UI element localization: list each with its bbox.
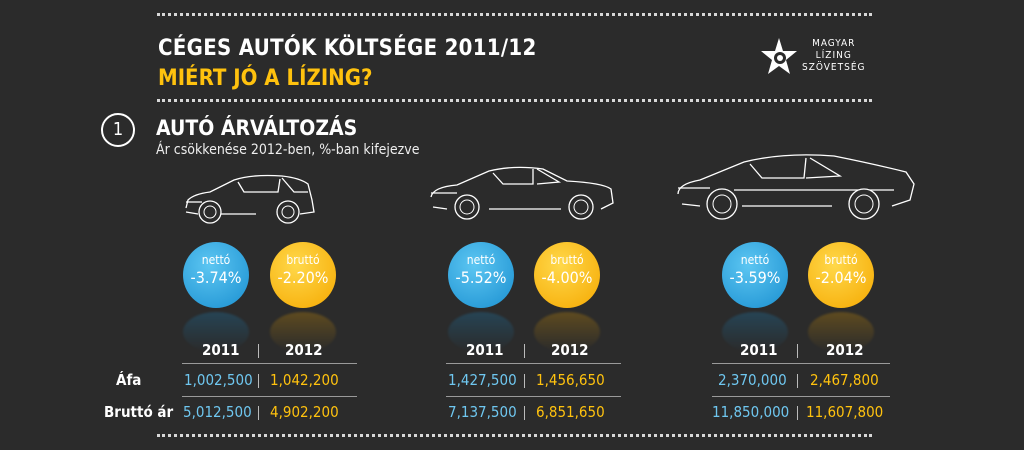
column-separator: [797, 406, 798, 420]
table-header-rule: [712, 363, 890, 364]
afa-2011-value: 1,002,500: [184, 371, 253, 389]
brutto-reflection: [808, 312, 874, 352]
netto-value: -3.59%: [729, 268, 781, 287]
magyar-lizing-szovetseg-logo: MAGYAR LÍZING SZÖVETSÉG: [756, 36, 876, 80]
year-2011-header: 2011: [202, 341, 240, 359]
logo-star-icon: [761, 38, 797, 74]
brutto-label: bruttó: [550, 253, 584, 267]
year-2012-header: 2012: [826, 341, 864, 359]
brutto-value: -2.20%: [277, 268, 329, 287]
afa-2011-value: 1,427,500: [448, 371, 517, 389]
year-2011-header: 2011: [466, 341, 504, 359]
brutto-2012-value: 6,851,650: [536, 403, 605, 421]
afa-2012-value: 2,467,800: [810, 371, 879, 389]
column-separator: [524, 344, 525, 358]
brutto-value: -2.04%: [815, 268, 867, 287]
brutto-2011-value: 5,012,500: [183, 403, 252, 421]
netto-value: -3.74%: [190, 268, 242, 287]
page-title: CÉGES AUTÓK KÖLTSÉGE 2011/12: [158, 36, 537, 61]
afa-2011-value: 2,370,000: [718, 371, 787, 389]
column-separator: [524, 406, 525, 420]
netto-change-badge: nettó -5.52%: [448, 242, 514, 308]
column-separator: [797, 374, 798, 388]
bottom-divider: [157, 434, 872, 437]
netto-label: nettó: [466, 253, 496, 267]
table-row-rule: [182, 396, 357, 397]
logo-line-2: LÍZING: [815, 50, 852, 61]
table-header-rule: [446, 363, 621, 364]
netto-reflection: [183, 312, 249, 352]
netto-reflection: [722, 312, 788, 352]
year-2011-header: 2011: [740, 341, 778, 359]
column-separator: [258, 406, 259, 420]
section-subtitle: Ár csökkenése 2012-ben, %-ban kifejezve: [156, 142, 420, 158]
column-separator: [797, 344, 798, 358]
afa-2012-value: 1,042,200: [270, 371, 339, 389]
year-2012-header: 2012: [551, 341, 589, 359]
sportback-car-icon: [677, 154, 915, 220]
brutto-label: bruttó: [286, 253, 320, 267]
brutto-2011-value: 7,137,500: [448, 403, 517, 421]
netto-value: -5.52%: [455, 268, 507, 287]
column-separator: [258, 344, 259, 358]
logo-line-1: MAGYAR: [812, 38, 856, 49]
hatchback-car-icon: [185, 174, 315, 224]
sedan-car-icon: [430, 166, 614, 220]
brutto-change-badge: bruttó -2.04%: [808, 242, 874, 308]
brutto-2012-value: 11,607,800: [806, 403, 884, 421]
brutto-2012-value: 4,902,200: [270, 403, 339, 421]
brutto-value: -4.00%: [541, 268, 593, 287]
section-title: AUTÓ ÁRVÁLTOZÁS: [156, 116, 358, 140]
column-separator: [258, 374, 259, 388]
header-divider: [157, 99, 872, 102]
afa-row-label: Áfa: [116, 371, 142, 389]
netto-reflection: [448, 312, 514, 352]
netto-change-badge: nettó -3.59%: [722, 242, 788, 308]
afa-2012-value: 1,456,650: [536, 371, 605, 389]
top-divider: [157, 13, 872, 16]
brutto-label: bruttó: [824, 253, 858, 267]
brutto-reflection: [270, 312, 336, 352]
column-separator: [524, 374, 525, 388]
page-subtitle: MIÉRT JÓ A LÍZING?: [158, 66, 373, 91]
table-row-rule: [446, 396, 621, 397]
brutto-2011-value: 11,850,000: [712, 403, 790, 421]
netto-label: nettó: [201, 253, 231, 267]
logo-line-3: SZÖVETSÉG: [802, 62, 866, 73]
year-2012-header: 2012: [285, 341, 323, 359]
brutto-change-badge: bruttó -4.00%: [534, 242, 600, 308]
netto-label: nettó: [740, 253, 770, 267]
section-number: 1: [101, 113, 135, 147]
netto-change-badge: nettó -3.74%: [183, 242, 249, 308]
brutto-ar-row-label: Bruttó ár: [104, 403, 174, 421]
table-row-rule: [712, 396, 890, 397]
brutto-reflection: [534, 312, 600, 352]
table-header-rule: [182, 363, 357, 364]
brutto-change-badge: bruttó -2.20%: [270, 242, 336, 308]
